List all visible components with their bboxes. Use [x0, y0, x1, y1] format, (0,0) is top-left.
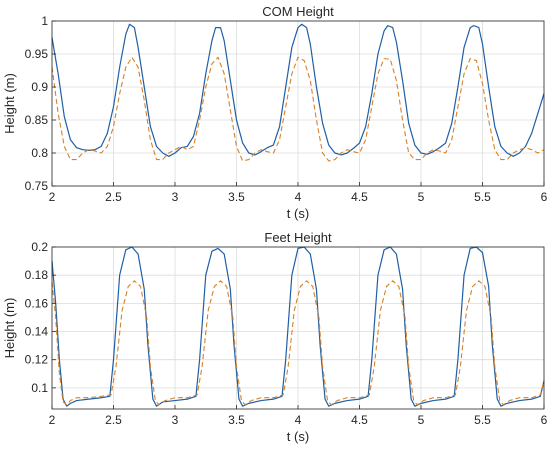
- com-y-tick-label-3: 0.9: [31, 80, 48, 94]
- com-chart-title: COM Height: [262, 4, 334, 19]
- feet-y-tick-label-0: 0.1: [31, 381, 48, 395]
- com-y-tick-label-5: 1: [41, 14, 48, 28]
- feet-x-tick-label-8: 6: [541, 413, 548, 427]
- com-y-tick-label-4: 0.95: [25, 47, 49, 61]
- com-x-tick-label-7: 5.5: [474, 190, 491, 204]
- feet-x-axis-label: t (s): [287, 429, 309, 444]
- com-x-tick-label-4: 4: [295, 190, 302, 204]
- com-series-2-line: [51, 56, 545, 162]
- feet-y-tick-label-4: 0.18: [25, 268, 49, 282]
- feet-chart-title: Feet Height: [264, 230, 332, 245]
- com-x-axis-label: t (s): [287, 206, 309, 221]
- feet-y-tick-label-1: 0.12: [25, 353, 49, 367]
- feet-y-tick-label-3: 0.16: [25, 296, 49, 310]
- feet-x-tick-label-2: 3: [172, 413, 179, 427]
- feet-x-tick-label-3: 3.5: [228, 413, 245, 427]
- feet-x-tick-label-7: 5.5: [474, 413, 491, 427]
- feet-y-tick-label-2: 0.14: [25, 325, 49, 339]
- feet-x-tick-label-5: 4.5: [351, 413, 368, 427]
- feet-x-tick-label-6: 5: [418, 413, 425, 427]
- feet-x-tick-label-1: 2.5: [105, 413, 122, 427]
- com-x-tick-label-5: 4.5: [351, 190, 368, 204]
- feet-series-2-line: [51, 280, 545, 406]
- com-x-tick-label-0: 2: [49, 190, 56, 204]
- feet-y-tick-label-5: 0.2: [31, 240, 48, 254]
- feet-y-axis-label: Height (m): [2, 298, 17, 359]
- feet-x-tick-label-0: 2: [49, 413, 56, 427]
- com-y-axis-label: Height (m): [2, 73, 17, 134]
- com-y-tick-label-2: 0.85: [25, 113, 49, 127]
- feet-series-1-line: [51, 246, 545, 407]
- com-x-tick-label-8: 6: [541, 190, 548, 204]
- com-x-tick-label-6: 5: [418, 190, 425, 204]
- com-x-tick-label-1: 2.5: [105, 190, 122, 204]
- com-x-tick-label-2: 3: [172, 190, 179, 204]
- com-series-1-line: [51, 23, 545, 157]
- com-y-tick-label-0: 0.75: [25, 179, 49, 193]
- com-y-tick-label-1: 0.8: [31, 146, 48, 160]
- feet-x-tick-label-4: 4: [295, 413, 302, 427]
- com-x-tick-label-3: 3.5: [228, 190, 245, 204]
